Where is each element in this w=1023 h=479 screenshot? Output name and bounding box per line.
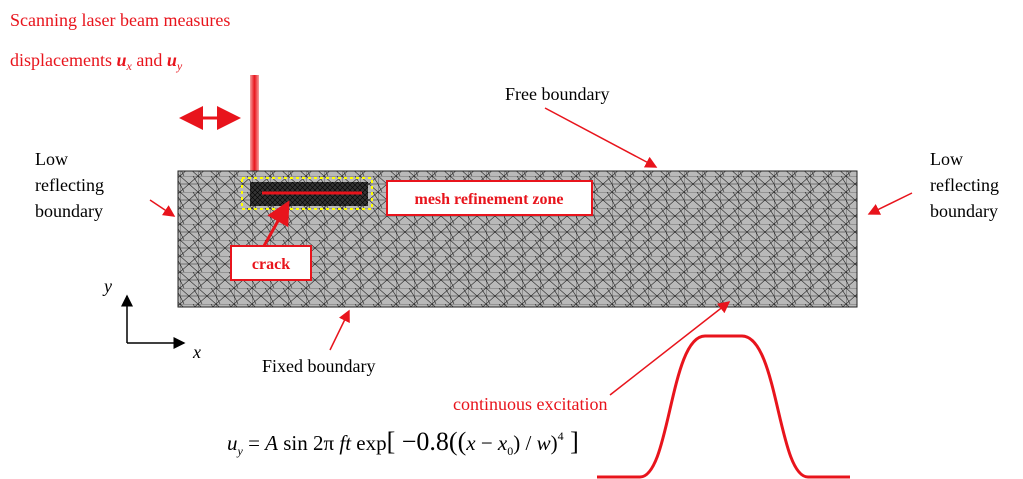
excitation-label: continuous excitation	[453, 394, 607, 414]
text-part: displacements	[10, 50, 116, 70]
fixed-boundary-label: Fixed boundary	[262, 356, 375, 376]
text-part: =	[243, 431, 265, 455]
text-part: u	[227, 431, 238, 455]
excitation-curve	[597, 336, 850, 477]
arrow	[150, 200, 174, 216]
arrow	[869, 193, 912, 214]
text-part: A	[263, 431, 278, 455]
text-part: ]	[564, 427, 579, 456]
text-part: ) /	[513, 431, 536, 455]
arrow	[610, 302, 729, 395]
laser-label: Scanning laser beam measures	[10, 10, 230, 30]
text-part: and	[132, 50, 167, 70]
laser-label: displacements ux and uy	[10, 50, 183, 73]
right-boundary-label: boundary	[930, 201, 998, 221]
free-boundary-label: Free boundary	[505, 84, 609, 104]
text-part: )	[551, 431, 558, 455]
arrow	[330, 311, 349, 350]
crack-label: crack	[252, 256, 290, 273]
text-part: [ −0.8((	[387, 427, 467, 456]
text-part: w	[537, 431, 551, 455]
x-axis-label: x	[192, 342, 201, 362]
text-part: −	[476, 431, 498, 455]
laser-beam	[250, 75, 259, 173]
left-boundary-label: reflecting	[35, 175, 104, 195]
text-part: u	[116, 50, 126, 70]
refinement-label: mesh refinement zone	[415, 191, 564, 208]
right-boundary-label: Low	[930, 149, 963, 169]
left-boundary-label: Low	[35, 149, 68, 169]
text-part: y	[176, 59, 183, 73]
text-part: exp	[351, 431, 387, 455]
left-boundary-label: boundary	[35, 201, 103, 221]
arrow	[545, 108, 656, 167]
diagram: Scanning laser beam measures displacemen…	[0, 0, 1023, 479]
y-axis-label: y	[102, 276, 112, 296]
right-boundary-label: reflecting	[930, 175, 999, 195]
text-part: sin 2π	[278, 431, 339, 455]
equation: uy = A sin 2π ft exp[ −0.8((x − x0) / w)…	[227, 427, 579, 458]
text-part: u	[167, 50, 177, 70]
